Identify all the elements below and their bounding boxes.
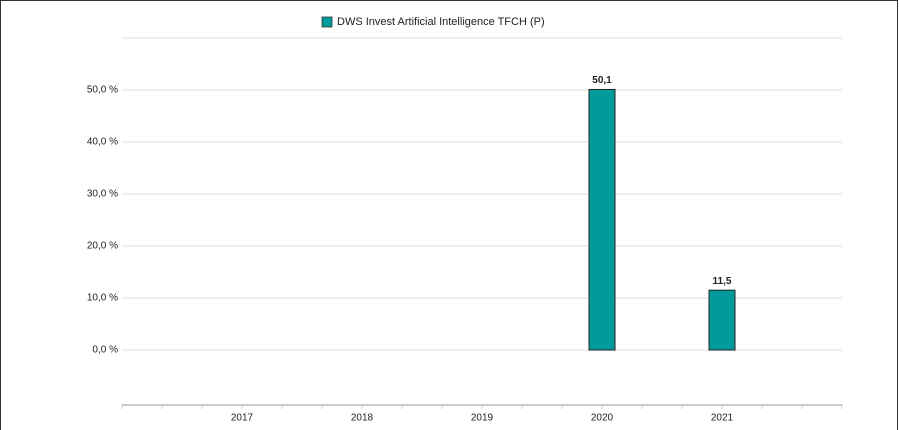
- bar: [588, 88, 616, 351]
- x-tick-label: 2020: [591, 413, 614, 424]
- y-tick-label: 40,0 %: [87, 137, 118, 148]
- x-tick-label: 2017: [231, 413, 254, 424]
- x-tick-label: 2019: [471, 413, 494, 424]
- y-tick-label: 50,0 %: [87, 85, 118, 96]
- x-tick-label: 2021: [711, 413, 734, 424]
- bar: [708, 289, 736, 351]
- data-label: 50,1: [592, 75, 612, 86]
- y-tick-label: 30,0 %: [87, 189, 118, 200]
- y-tick-label: 0,0 %: [92, 345, 118, 356]
- y-tick-label: 10,0 %: [87, 293, 118, 304]
- legend-label: DWS Invest Artificial Intelligence TFCH …: [337, 16, 545, 28]
- x-tick-label: 2018: [351, 413, 374, 424]
- data-label: 11,5: [713, 276, 732, 287]
- y-tick-label: 20,0 %: [87, 241, 118, 252]
- legend-swatch: [321, 16, 333, 28]
